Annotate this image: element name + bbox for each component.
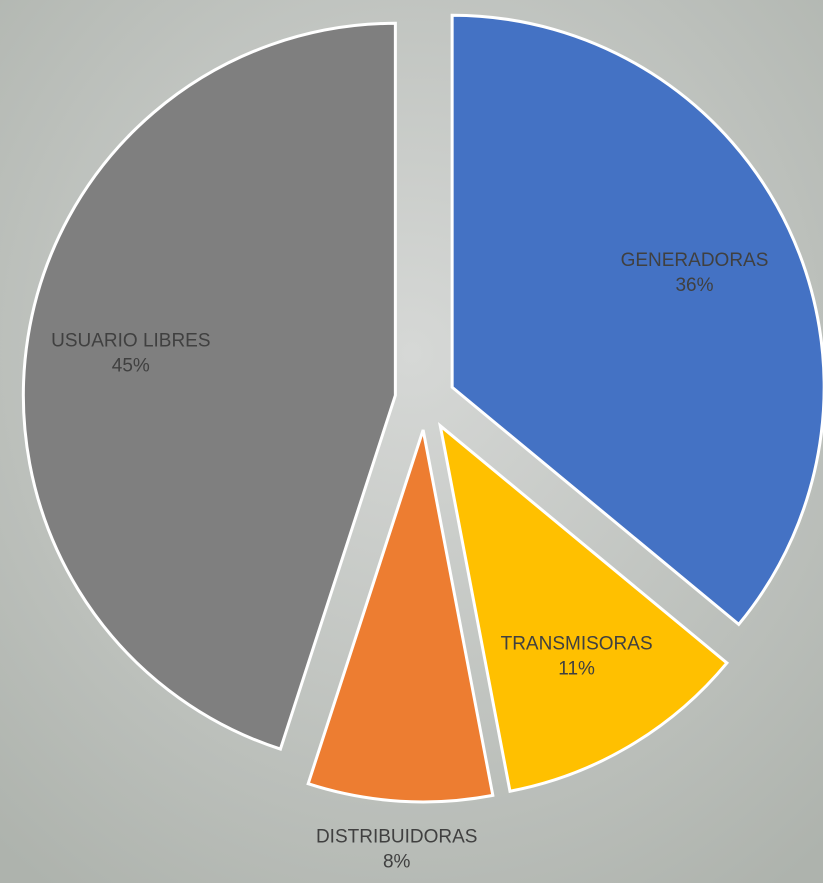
pie-slice [21,21,397,751]
slice-label: DISTRIBUIDORAS [316,826,478,847]
slice-label: USUARIO LIBRES [51,330,210,351]
value-label: 11% [558,658,595,679]
slice-label: GENERADORAS [621,250,769,271]
value-label: 36% [675,275,713,296]
pie-slice [438,422,730,793]
slice-label: TRANSMISORAS [501,633,653,654]
value-label: 45% [112,355,150,376]
pie-slice [450,13,823,627]
pie-slice [306,429,495,804]
value-label: 8% [383,851,411,872]
